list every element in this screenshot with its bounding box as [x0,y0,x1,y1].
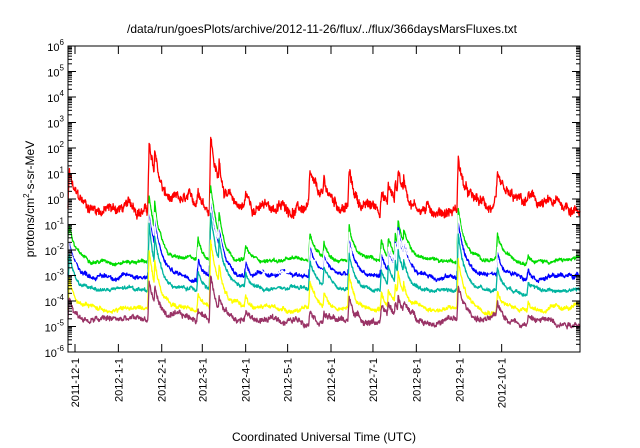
x-tick-label: 2012-5-1 [283,358,295,402]
y-tick-exp: -4 [57,293,65,302]
x-tick-label: 2011-12-1 [70,358,82,407]
y-tick-exp: 2 [60,140,65,149]
x-tick-label: 2012-10-1 [497,358,509,408]
y-tick-base: 10 [45,272,57,284]
y-tick-label: 101 [47,166,64,182]
x-axis-label: Coordinated Universal Time (UTC) [232,430,416,444]
y-axis-label-rest: -s-sr-MeV [23,141,37,194]
y-tick-exp: -2 [57,242,65,251]
y-tick-label: 104 [47,89,64,105]
chart-title: /data/run/goesPlots/archive/2012-11-26/f… [127,22,518,36]
y-tick-base: 10 [45,221,57,233]
y-tick-exp: 1 [60,166,65,175]
x-tick-label: 2012-9-1 [455,358,467,402]
y-axis: 10-610-510-410-310-210-11001011021031041… [45,38,580,360]
y-axis-label: protons/cm2-s-sr-MeV [22,141,37,257]
y-axis-label-sup: 2 [22,193,31,198]
y-tick-label: 106 [47,38,64,54]
y-tick-exp: 6 [60,38,65,47]
y-tick-base: 10 [45,246,57,258]
y-tick-label: 103 [47,115,64,131]
series-line-7 [67,275,581,330]
x-tick-label: 2012-6-1 [326,358,338,402]
y-tick-exp: -1 [57,217,65,226]
x-tick-label: 2012-2-1 [157,358,169,402]
plot-lines [67,136,581,330]
y-tick-label: 105 [47,64,64,80]
x-tick-label: 2012-8-1 [411,358,423,402]
y-tick-label: 10-2 [45,242,65,258]
plot-frame [67,45,581,353]
y-tick-label: 10-5 [45,319,65,335]
y-tick-label: 100 [47,191,64,207]
y-tick-exp: -3 [57,268,65,277]
series-line-5 [67,212,581,297]
y-tick-label: 10-4 [45,293,65,309]
y-tick-exp: 5 [60,64,65,73]
y-tick-base: 10 [45,348,57,360]
y-tick-base: 10 [47,119,59,131]
y-tick-label: 102 [47,140,64,156]
x-tick-label: 2012-3-1 [197,358,209,402]
y-tick-base: 10 [47,195,59,207]
y-tick-base: 10 [45,297,57,309]
y-tick-base: 10 [47,170,59,182]
y-axis-label-main: protons/cm [23,198,37,257]
y-tick-base: 10 [47,93,59,105]
x-tick-label: 2012-7-1 [368,358,380,402]
x-tick-label: 2012-4-1 [241,358,253,402]
y-tick-label: 10-3 [45,268,65,284]
y-tick-base: 10 [47,144,59,156]
y-tick-exp: 4 [60,89,65,98]
x-tick-label: 2012-1-1 [113,358,125,402]
y-tick-exp: -6 [57,344,65,353]
y-tick-exp: 3 [60,115,65,124]
series-line-2 [67,185,581,267]
y-tick-base: 10 [47,68,59,80]
y-tick-label: 10-6 [45,344,65,360]
y-tick-base: 10 [45,323,57,335]
y-tick-exp: 0 [60,191,65,200]
y-tick-exp: -5 [57,319,65,328]
y-tick-label: 10-1 [45,217,65,233]
x-axis: 2011-12-1 2012-1-1 2012-2-1 2012-3-1 2012-4-… [70,46,509,408]
series-line-1 [67,136,581,220]
series-line-4 [67,193,581,275]
y-tick-base: 10 [47,42,59,54]
